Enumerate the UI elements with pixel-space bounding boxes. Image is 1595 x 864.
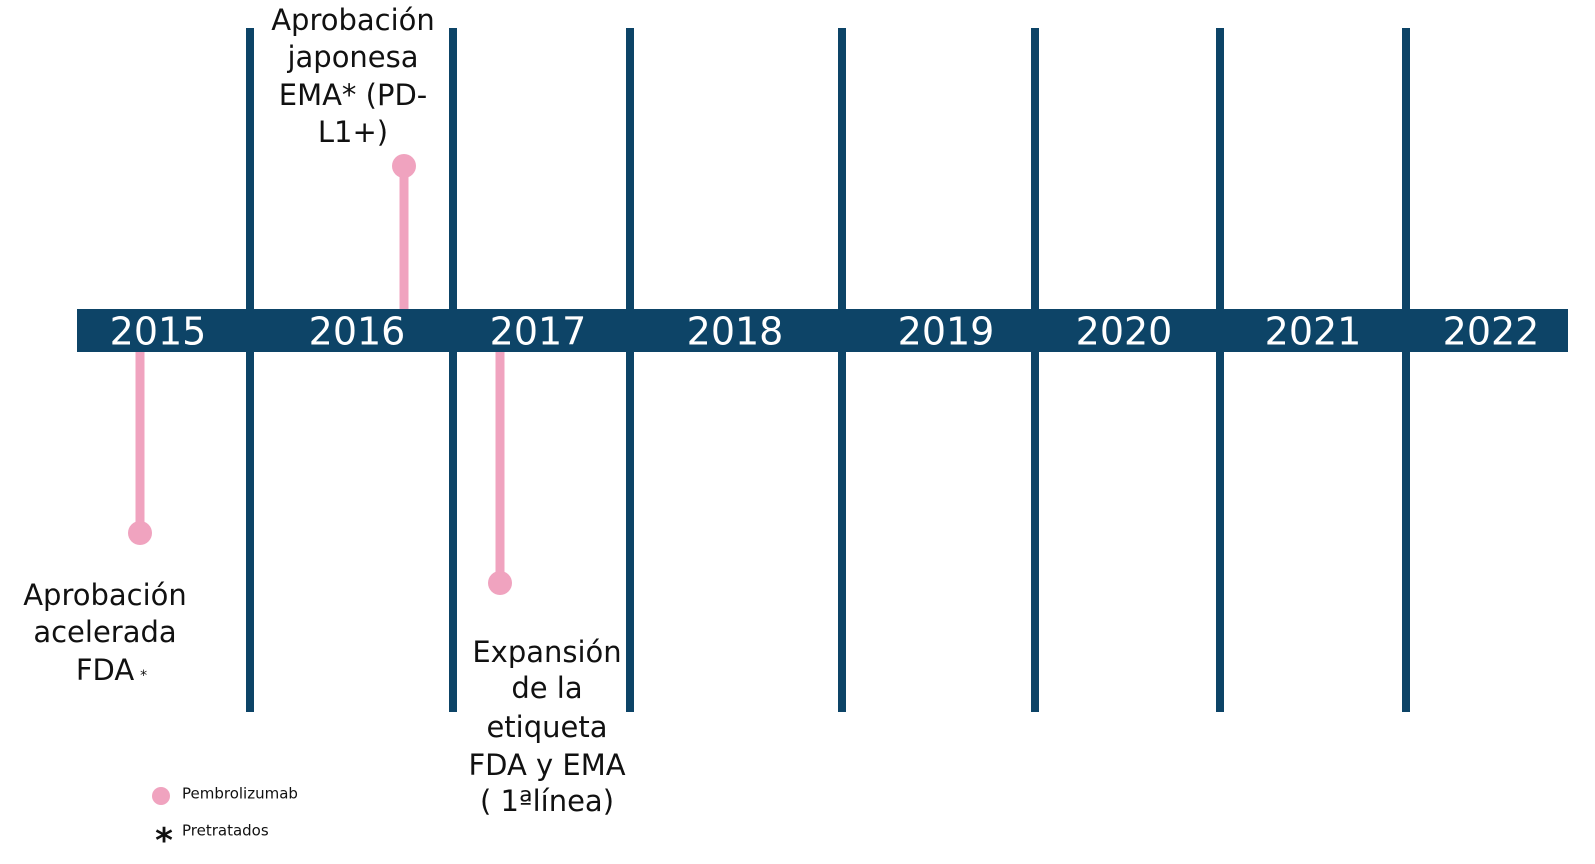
event-label: ( 1ªlínea) bbox=[480, 784, 614, 818]
year-label: 2017 bbox=[490, 310, 587, 354]
legend-symbol: * bbox=[155, 821, 173, 861]
legend-label: Pretratados bbox=[182, 822, 269, 840]
year-label: 2015 bbox=[110, 310, 207, 354]
year-label: 2021 bbox=[1265, 310, 1362, 354]
event-label: japonesa bbox=[286, 40, 418, 74]
event-label: Expansión bbox=[472, 635, 621, 669]
event-dot bbox=[488, 571, 512, 595]
event-label: acelerada bbox=[33, 615, 176, 649]
divider bbox=[449, 28, 457, 712]
dividers bbox=[246, 28, 1410, 712]
year-label: 2022 bbox=[1443, 310, 1540, 354]
event-dot bbox=[128, 521, 152, 545]
event-label: Aprobación bbox=[23, 578, 187, 612]
divider bbox=[1216, 28, 1224, 712]
event-label: de la bbox=[511, 671, 582, 705]
event-label: EMA* (PD- bbox=[279, 78, 428, 112]
event-label: FDA bbox=[76, 653, 135, 687]
year-label: 2020 bbox=[1076, 310, 1173, 354]
event-label: FDA y EMA bbox=[468, 748, 625, 782]
year-bar bbox=[77, 309, 1568, 352]
divider bbox=[1031, 28, 1039, 712]
year-label: 2018 bbox=[687, 310, 784, 354]
event-label: etiqueta bbox=[486, 710, 607, 744]
legend-dot bbox=[152, 787, 170, 805]
event-dot bbox=[392, 154, 416, 178]
event-label: L1+) bbox=[318, 115, 388, 149]
event-note: * bbox=[140, 668, 147, 684]
divider bbox=[626, 28, 634, 712]
year-label: 2016 bbox=[309, 310, 406, 354]
year-label: 2019 bbox=[898, 310, 995, 354]
legend-label: Pembrolizumab bbox=[182, 785, 298, 803]
divider bbox=[1402, 28, 1410, 712]
divider bbox=[838, 28, 846, 712]
event-label: Aprobación bbox=[271, 3, 435, 37]
divider bbox=[246, 28, 254, 712]
